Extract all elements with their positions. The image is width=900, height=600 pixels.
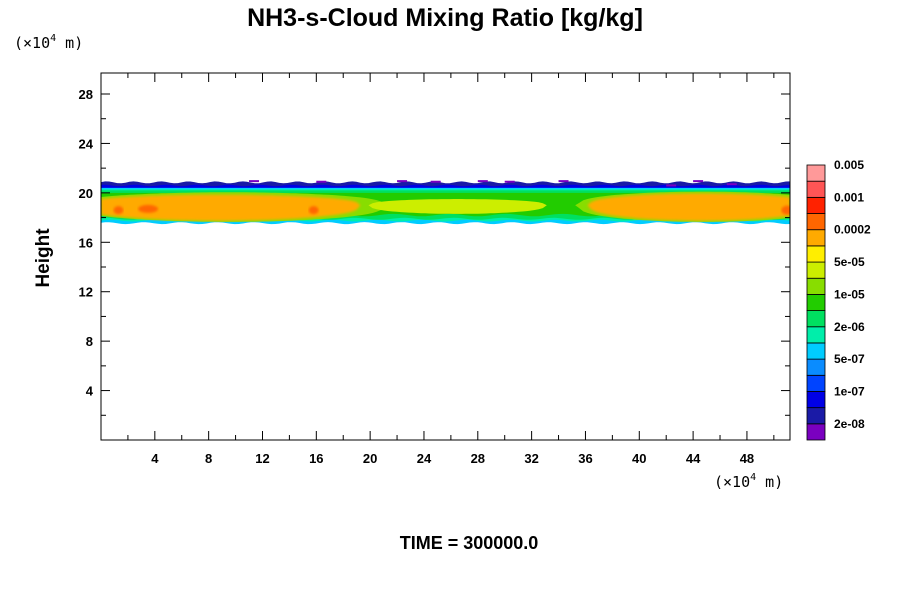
x-tick-label: 32 (524, 451, 538, 466)
x-tick-label: 48 (740, 451, 754, 466)
y-tick-label: 16 (79, 235, 93, 250)
colorbar-swatch (806, 196, 826, 214)
colorbar-swatch (806, 358, 826, 376)
y-tick-label: 8 (86, 334, 93, 349)
colorbar-swatch (806, 423, 826, 441)
colorbar-swatch (806, 391, 826, 409)
chart-title: NH3-s-Cloud Mixing Ratio [kg/kg] (247, 4, 643, 32)
x-tick-label: 4 (151, 451, 159, 466)
colorbar-label: 2e-08 (834, 417, 865, 431)
colorbar-label: 1e-07 (834, 384, 865, 398)
x-tick-label: 12 (255, 451, 269, 466)
colorbar-swatch (806, 229, 826, 247)
colorbar-label: 0.005 (834, 158, 864, 172)
colorbar-swatch (806, 245, 826, 263)
colorbar-label: 5e-07 (834, 352, 865, 366)
y-axis: 4 8 12 16 20 24 28 (79, 87, 790, 416)
x-unit-label: (×104 m) (714, 472, 783, 491)
colorbar-swatch (806, 277, 826, 295)
x-tick-label: 44 (686, 451, 701, 466)
cloud-field (101, 180, 790, 225)
cloud-speck (249, 180, 260, 183)
y-tick-label: 4 (86, 384, 94, 399)
y-unit-label: (×104 m) (14, 33, 83, 52)
colorbar-swatch (806, 326, 826, 344)
colorbar-swatch (806, 374, 826, 392)
cloud-speck (504, 180, 515, 183)
colorbar-swatch (806, 294, 826, 311)
y-tick-label: 20 (79, 186, 93, 201)
x-axis: 4 8 12 16 20 24 28 32 36 40 44 48 (127, 73, 775, 466)
colorbar-swatch (806, 164, 826, 182)
cloud-core (781, 205, 790, 215)
colorbar: 2e-08 1e-07 5e-07 2e-06 1e-05 5e-05 0.0002 0.00… (806, 158, 871, 441)
x-tick-label: 8 (205, 451, 212, 466)
colorbar-label: 0.0002 (834, 223, 871, 237)
x-tick-label: 28 (471, 451, 485, 466)
cloud-speck (430, 180, 441, 183)
colorbar-swatch (806, 213, 826, 231)
y-unit-prefix: (×10 (14, 34, 50, 52)
colorbar-swatch (806, 407, 826, 425)
x-tick-label: 20 (363, 451, 377, 466)
y-tick-label: 24 (79, 136, 94, 151)
x-tick-label: 24 (417, 451, 432, 466)
cloud-band-top-edge (101, 181, 790, 188)
y-unit-exp: 4 (50, 33, 56, 44)
cloud-speck (316, 180, 327, 183)
svg-text:(×104 m): (×104 m) (714, 472, 783, 491)
colorbar-label: 2e-06 (834, 320, 865, 334)
cloud-speck (666, 184, 677, 187)
cloud-speck (693, 180, 704, 183)
cloud-core (138, 204, 159, 213)
cloud-core (308, 206, 319, 215)
x-unit-suffix: m) (756, 473, 783, 491)
y-axis-label: Height (33, 228, 54, 288)
cloud-core (113, 206, 124, 215)
cloud-speck (477, 180, 488, 183)
y-tick-label: 28 (79, 87, 93, 102)
y-tick-label: 12 (79, 285, 93, 300)
colorbar-swatch (806, 310, 826, 328)
cloud-speck (558, 180, 569, 183)
colorbar-label: 5e-05 (834, 255, 865, 269)
x-tick-label: 16 (309, 451, 323, 466)
colorbar-swatch (806, 261, 826, 279)
colorbar-swatch (806, 342, 826, 360)
cloud-patch-east (101, 193, 790, 221)
cloud-mid-light (101, 199, 790, 214)
x-tick-label: 40 (632, 451, 646, 466)
x-unit-exp: 4 (750, 472, 756, 483)
cloud-speck (397, 180, 408, 183)
x-unit-prefix: (×10 (714, 473, 750, 491)
svg-text:(×104 m): (×104 m) (14, 33, 83, 52)
plot-frame (100, 72, 791, 441)
colorbar-label: 0.001 (834, 190, 864, 204)
cloud-patch-west (101, 194, 790, 221)
colorbar-label: 1e-05 (834, 287, 865, 301)
time-label: TIME = 300000.0 (400, 533, 539, 553)
x-tick-label: 36 (578, 451, 592, 466)
y-unit-suffix: m) (56, 34, 83, 52)
colorbar-swatch (806, 180, 826, 198)
cloud-speck (726, 183, 737, 186)
